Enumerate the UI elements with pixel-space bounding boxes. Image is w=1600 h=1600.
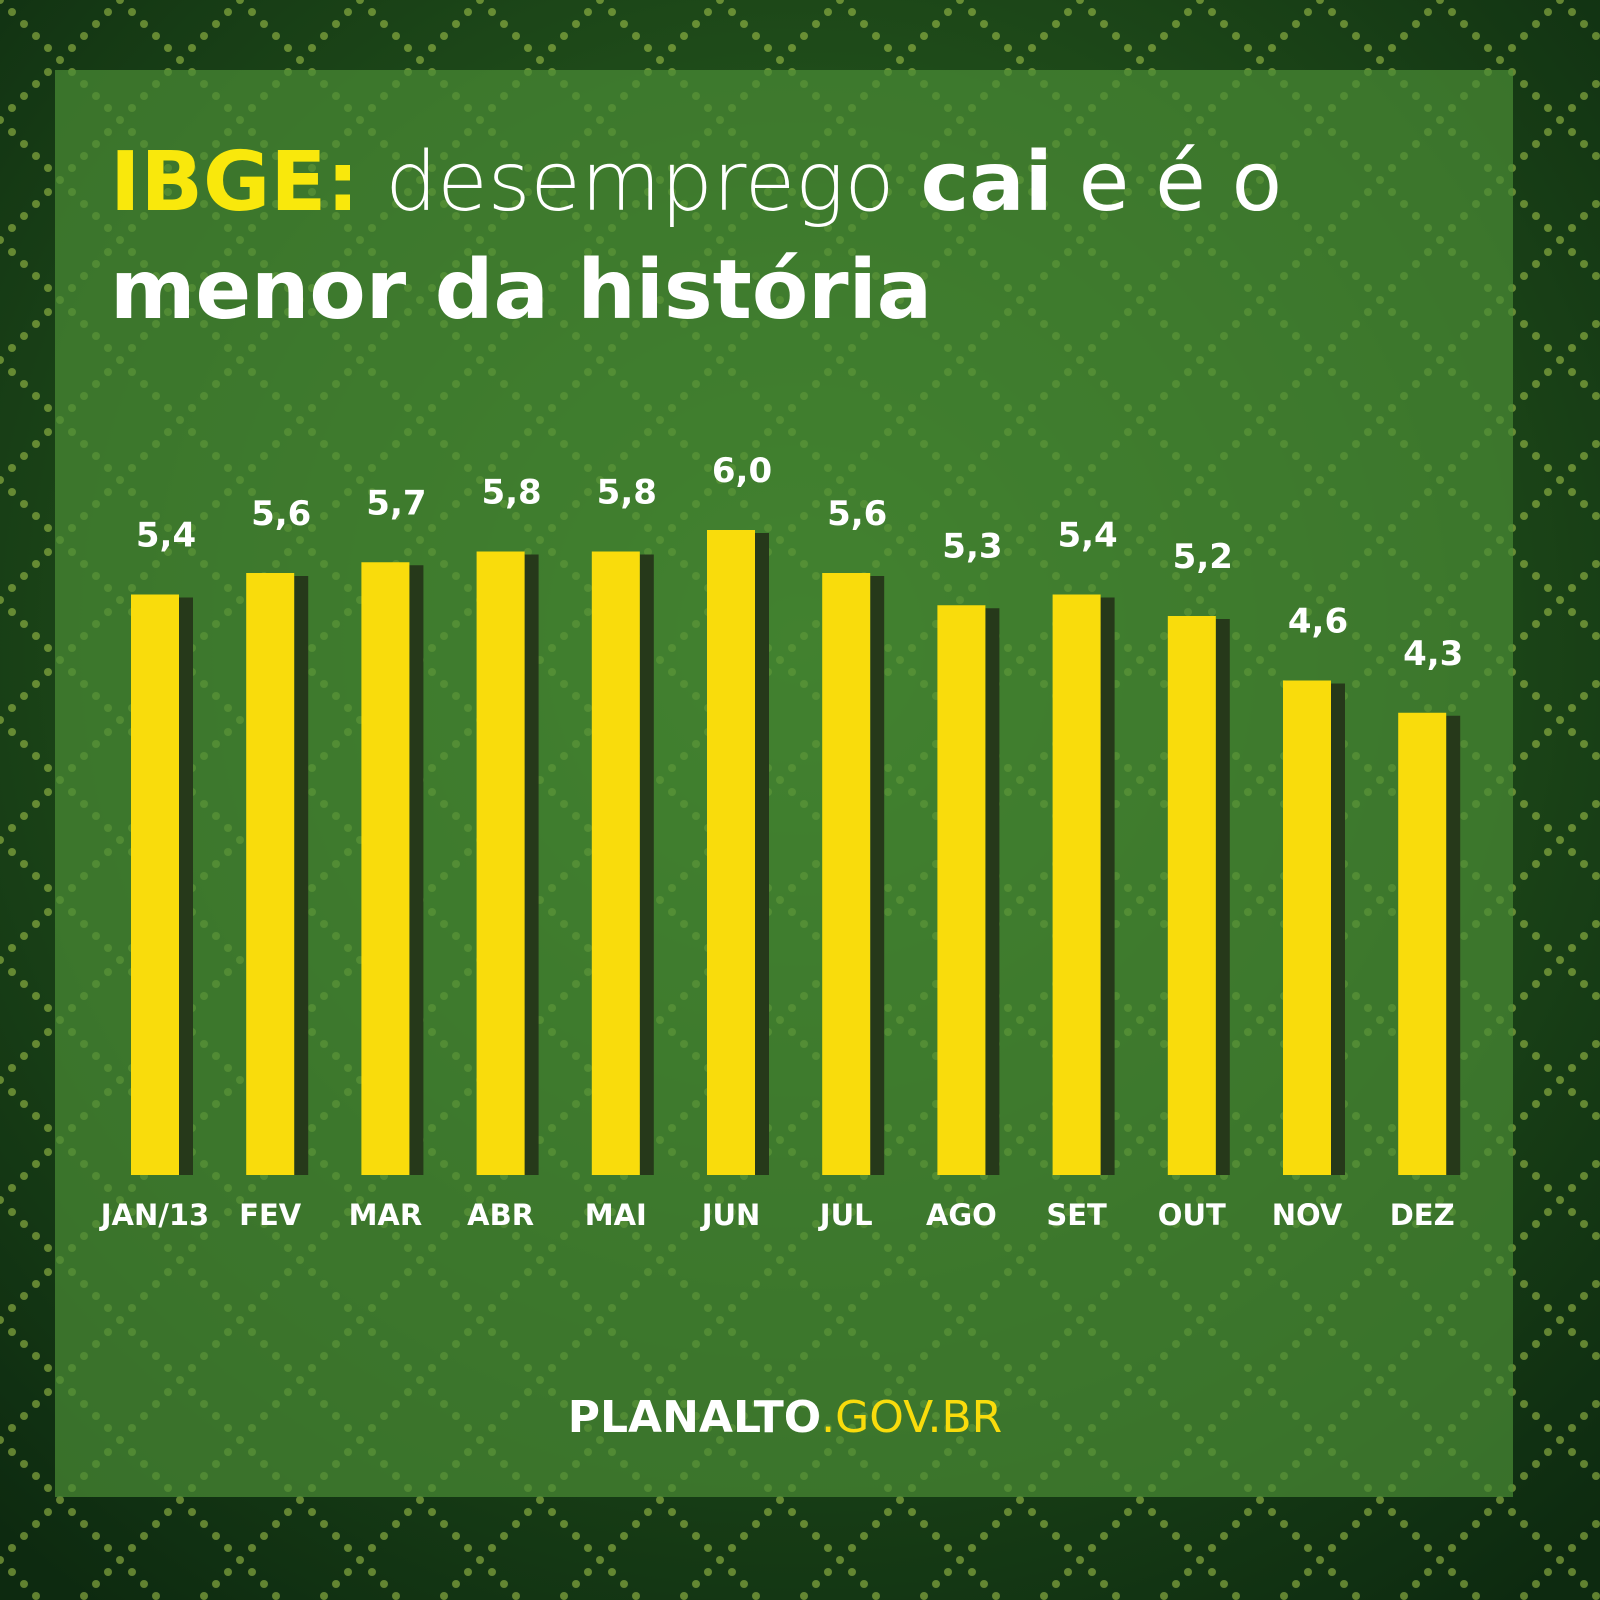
x-tick-label: JAN/13: [99, 1198, 209, 1232]
title-part: e é o: [1079, 135, 1282, 230]
bar-shadow: [179, 597, 193, 1175]
bar: [1052, 594, 1101, 1175]
title-part: desemprego: [385, 135, 894, 230]
x-tick-label: ABR: [467, 1198, 534, 1232]
bar: [707, 530, 755, 1175]
title-part: IBGE:: [110, 135, 359, 230]
value-label: 5,2: [1173, 537, 1233, 577]
value-label: 6,0: [712, 451, 772, 491]
x-tick-label: SET: [1046, 1198, 1107, 1232]
x-tick-label: JUL: [818, 1198, 873, 1232]
bar-shadow: [409, 565, 424, 1175]
bar: [937, 605, 986, 1175]
bar-shadow: [1331, 683, 1345, 1175]
bar: [361, 562, 410, 1175]
x-tick-label: MAR: [349, 1198, 423, 1232]
x-tick-label: OUT: [1158, 1198, 1226, 1232]
bar: [1283, 680, 1331, 1175]
value-label: 5,4: [136, 516, 196, 556]
bar-shadow: [1446, 715, 1461, 1175]
x-tick-label: MAI: [585, 1198, 647, 1232]
value-label: 5,6: [251, 494, 311, 534]
bar: [246, 573, 295, 1175]
value-label: 4,6: [1288, 602, 1348, 642]
value-label: 5,8: [481, 473, 541, 513]
value-label: 5,8: [597, 473, 657, 513]
value-label: 5,7: [366, 483, 426, 523]
bar-shadow: [985, 608, 1000, 1175]
bar-shadow: [1100, 597, 1115, 1175]
chart-title: IBGE: desemprego cai e é o: [110, 135, 1282, 230]
bar: [131, 594, 179, 1175]
bar-shadow: [1215, 619, 1230, 1175]
title-part: cai: [921, 135, 1053, 230]
source-part: PLANALTO: [568, 1392, 821, 1443]
x-tick-label: FEV: [239, 1198, 302, 1232]
x-tick-label: JUN: [700, 1198, 761, 1232]
bar: [1167, 616, 1216, 1175]
x-tick-label: DEZ: [1390, 1198, 1455, 1232]
source-part: .GOV.BR: [821, 1392, 1002, 1443]
value-label: 5,3: [942, 526, 1002, 566]
bar-shadow: [755, 533, 769, 1175]
value-label: 4,3: [1403, 634, 1463, 674]
value-label: 5,6: [827, 494, 887, 534]
source: PLANALTO.GOV.BR: [568, 1392, 1003, 1443]
bar: [1398, 712, 1447, 1175]
bar-shadow: [639, 554, 654, 1175]
bar: [591, 551, 640, 1175]
bar-shadow: [294, 576, 309, 1175]
chart-title: menor da história: [110, 243, 932, 338]
x-tick-label: NOV: [1272, 1198, 1343, 1232]
x-tick-label: AGO: [926, 1198, 997, 1232]
bar: [476, 551, 525, 1175]
bar-shadow: [870, 576, 885, 1175]
bar: [822, 573, 871, 1175]
value-label: 5,4: [1057, 516, 1117, 556]
bar-shadow: [524, 554, 539, 1175]
